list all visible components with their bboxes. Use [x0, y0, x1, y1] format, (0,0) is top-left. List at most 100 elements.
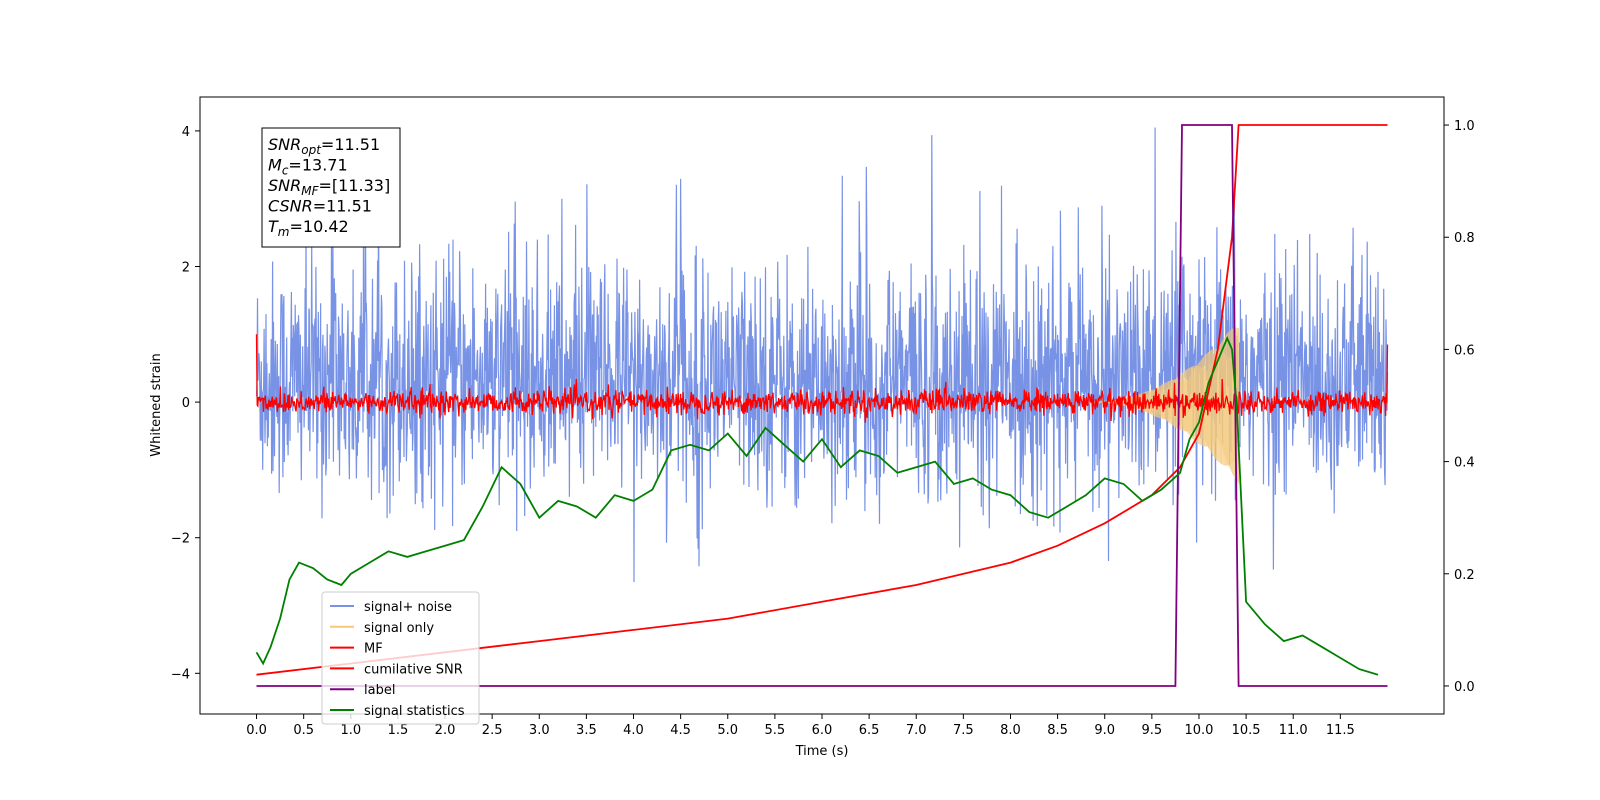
annotation-line: SNRopt=11.51 [268, 135, 380, 157]
y2-tick: 0.8 [1444, 231, 1475, 246]
x-tick-label: 1.0 [340, 723, 361, 738]
x-tick-label: 0.5 [293, 723, 314, 738]
x-tick: 10.5 [1232, 714, 1261, 738]
legend-item: cumilative SNR [330, 662, 463, 677]
x-tick: 5.5 [765, 714, 786, 738]
y-tick-label: −2 [171, 532, 190, 547]
y-tick: 2 [182, 261, 200, 276]
x-tick: 3.0 [529, 714, 550, 738]
x-tick-label: 7.5 [953, 723, 974, 738]
x-tick-label: 3.0 [529, 723, 550, 738]
y2-tick: 0.6 [1444, 343, 1475, 358]
x-axis: 0.0 0.5 1.0 1.5 2.0 2.5 3.0 3.5 4.0 4.5 5.0 5.5 6.0 6… [246, 714, 1355, 738]
y2-tick-label: 0.0 [1454, 680, 1475, 695]
y-axis-left: 4 2 0 −2 −4 [171, 125, 200, 682]
y-tick: −4 [171, 667, 200, 682]
x-tick: 7.5 [953, 714, 974, 738]
x-tick: 5.0 [717, 714, 738, 738]
x-tick: 6.5 [859, 714, 880, 738]
y-tick: 4 [182, 125, 200, 140]
legend-item: signal statistics [330, 704, 465, 719]
y-tick-label: 2 [182, 261, 190, 276]
x-tick: 4.0 [623, 714, 644, 738]
annotation-line: CSNR=11.51 [268, 197, 372, 216]
x-tick-label: 1.5 [388, 723, 409, 738]
legend-label: signal statistics [364, 704, 465, 719]
x-tick: 8.0 [1000, 714, 1021, 738]
y2-tick-label: 0.2 [1454, 568, 1475, 583]
x-tick-label: 8.5 [1047, 723, 1068, 738]
x-tick-label: 2.0 [435, 723, 456, 738]
y2-tick: 0.2 [1444, 568, 1475, 583]
x-tick-label: 2.5 [482, 723, 503, 738]
x-tick: 0.5 [293, 714, 314, 738]
x-tick-label: 6.0 [812, 723, 833, 738]
annotation-box: SNRopt=11.51Mc=13.71SNRMF=[11.33]CSNR=11… [261, 127, 401, 248]
series-signal-statistics [255, 335, 1379, 676]
series-label [256, 124, 1388, 687]
legend-label: signal+ noise [364, 600, 452, 615]
x-tick-label: 9.5 [1142, 723, 1163, 738]
legend-label: cumilative SNR [364, 662, 463, 677]
y2-tick-label: 0.6 [1454, 343, 1475, 358]
y2-tick-label: 0.4 [1454, 456, 1475, 471]
x-tick: 0.0 [246, 714, 267, 738]
series-signal-only [1085, 327, 1240, 484]
y2-tick-label: 0.8 [1454, 231, 1475, 246]
annotation-line: SNRMF=[11.33] [268, 176, 390, 198]
series-mf [255, 334, 1389, 423]
plot-area [255, 124, 1389, 687]
x-tick: 9.5 [1142, 714, 1163, 738]
y2-tick: 1.0 [1444, 119, 1475, 134]
x-tick-label: 6.5 [859, 723, 880, 738]
x-tick: 10.0 [1184, 714, 1213, 738]
y2-tick-label: 1.0 [1454, 119, 1475, 134]
x-tick-label: 8.0 [1000, 723, 1021, 738]
legend: signal+ noise signal only MF cumilative SNR… [321, 591, 480, 725]
series-signal-noise [255, 127, 1389, 583]
x-tick-label: 11.0 [1279, 723, 1308, 738]
y-axis-label: Whitened strain [149, 353, 164, 456]
x-tick-label: 0.0 [246, 723, 267, 738]
y-tick-label: 4 [182, 125, 190, 140]
y2-tick: 0.4 [1444, 456, 1475, 471]
legend-item: label [330, 683, 395, 698]
x-tick-label: 4.0 [623, 723, 644, 738]
legend-item: MF [330, 642, 383, 657]
x-tick: 6.0 [812, 714, 833, 738]
x-tick-label: 4.5 [670, 723, 691, 738]
x-tick: 4.5 [670, 714, 691, 738]
x-tick-label: 9.0 [1094, 723, 1115, 738]
x-tick: 11.0 [1279, 714, 1308, 738]
annotation-frame [261, 127, 401, 248]
y-axis-right: 1.0 0.8 0.6 0.4 0.2 0.0 [1444, 119, 1475, 695]
x-tick-label: 11.5 [1326, 723, 1355, 738]
x-tick-label: 3.5 [576, 723, 597, 738]
legend-item: signal only [330, 621, 434, 636]
x-tick-label: 10.5 [1232, 723, 1261, 738]
x-tick-label: 5.5 [765, 723, 786, 738]
y-tick: −2 [171, 532, 200, 547]
x-tick-label: 10.0 [1184, 723, 1213, 738]
x-tick: 7.0 [906, 714, 927, 738]
legend-label: MF [364, 642, 383, 657]
legend-label: signal only [364, 621, 434, 636]
legend-item: signal+ noise [330, 600, 452, 615]
x-tick-label: 5.0 [717, 723, 738, 738]
x-tick: 9.0 [1094, 714, 1115, 738]
x-axis-label: Time (s) [795, 744, 849, 759]
x-tick: 8.5 [1047, 714, 1068, 738]
x-tick: 11.5 [1326, 714, 1355, 738]
legend-label: label [364, 683, 395, 698]
annotation-line: Mc=13.71 [268, 156, 348, 178]
legend-frame [321, 591, 480, 725]
y2-tick: 0.0 [1444, 680, 1475, 695]
x-tick-label: 7.0 [906, 723, 927, 738]
annotation-line: Tm=10.42 [268, 217, 349, 239]
y-tick: 0 [182, 396, 200, 411]
y-tick-label: 0 [182, 396, 190, 411]
y-tick-label: −4 [171, 667, 190, 682]
series-cumilative-snr [256, 124, 1388, 676]
x-tick: 2.5 [482, 714, 503, 738]
